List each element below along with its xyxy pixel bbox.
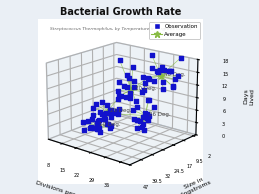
Title: Bacterial Growth Rate: Bacterial Growth Rate <box>60 7 181 17</box>
X-axis label: Divisions per day: Divisions per day <box>34 180 88 194</box>
Text: Streptococcus Thermophilus, by Temperature in Degrees Celsius: Streptococcus Thermophilus, by Temperatu… <box>50 27 191 31</box>
Legend: Observation, Average: Observation, Average <box>149 22 200 39</box>
Y-axis label: Size in
Angstroms: Size in Angstroms <box>177 174 213 194</box>
